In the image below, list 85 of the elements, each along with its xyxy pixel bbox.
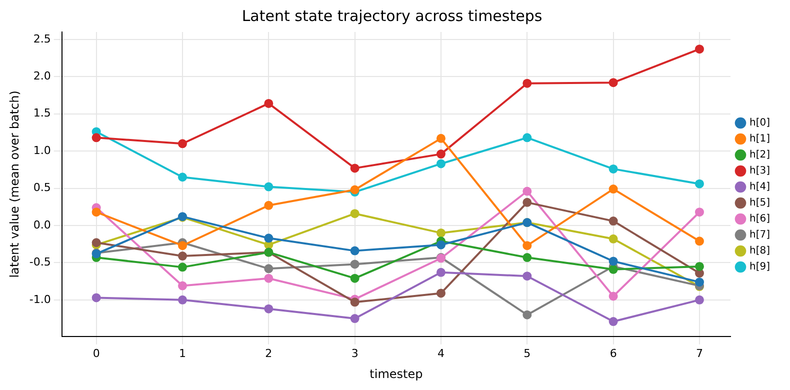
y-tick-label: 1.0 xyxy=(33,144,51,157)
x-tick-label: 5 xyxy=(524,346,531,360)
point xyxy=(178,252,187,261)
point xyxy=(694,236,704,246)
point xyxy=(178,281,187,290)
point xyxy=(350,260,360,269)
y-tick-label: 0.5 xyxy=(33,181,51,194)
point xyxy=(608,184,618,194)
point xyxy=(350,164,360,173)
y-tick-label: 2.5 xyxy=(33,32,51,46)
point xyxy=(264,274,274,283)
y-tick-label: 0.0 xyxy=(33,218,51,232)
point xyxy=(522,241,532,250)
point xyxy=(350,298,360,307)
point xyxy=(522,310,532,320)
point xyxy=(350,209,360,218)
legend-label: h[3] xyxy=(749,166,770,177)
point xyxy=(522,198,532,207)
x-tick-label: 1 xyxy=(178,346,186,360)
point xyxy=(608,317,618,326)
x-tick-label: 3 xyxy=(351,346,358,360)
point xyxy=(436,288,446,298)
legend-label: h[4] xyxy=(749,182,770,193)
point xyxy=(178,295,187,304)
point xyxy=(522,272,532,281)
point xyxy=(92,133,101,142)
point xyxy=(608,78,618,88)
point xyxy=(436,150,446,159)
y-tick-label: -1.0 xyxy=(29,292,51,306)
point xyxy=(264,98,274,108)
point xyxy=(350,185,360,194)
y-tick-label: -0.5 xyxy=(29,256,51,269)
legend-label: h[6] xyxy=(749,214,770,225)
point xyxy=(694,262,704,271)
point xyxy=(694,295,704,304)
point xyxy=(178,172,187,182)
point xyxy=(694,278,704,287)
legend-label: h[0] xyxy=(749,118,770,129)
point xyxy=(264,200,274,210)
point xyxy=(350,274,360,283)
point xyxy=(608,256,618,266)
point xyxy=(522,133,532,142)
legend-label: h[1] xyxy=(749,134,770,145)
x-tick-label: 0 xyxy=(92,346,100,360)
point xyxy=(608,216,618,226)
point xyxy=(436,228,446,238)
point xyxy=(436,159,446,168)
point xyxy=(436,240,446,250)
point xyxy=(178,139,187,148)
y-tick-label: 2.0 xyxy=(33,70,51,83)
point xyxy=(350,246,360,256)
x-tick-label: 7 xyxy=(696,346,703,360)
legend-label: h[8] xyxy=(749,246,770,257)
point xyxy=(608,264,618,274)
legend-label: h[7] xyxy=(749,230,770,241)
chart-title: Latent state trajectory across timesteps xyxy=(242,6,542,25)
point xyxy=(608,164,618,174)
legend-label: h[5] xyxy=(749,198,770,209)
point xyxy=(694,179,704,188)
legend-label: h[2] xyxy=(749,150,770,161)
point xyxy=(264,304,274,314)
point xyxy=(608,234,618,244)
point xyxy=(522,186,532,196)
x-tick-label: 4 xyxy=(437,346,444,360)
point xyxy=(264,234,274,243)
point xyxy=(694,208,704,217)
legend-label: h[9] xyxy=(749,262,770,273)
point xyxy=(694,44,704,54)
point xyxy=(92,208,101,217)
point xyxy=(436,268,446,277)
x-tick-label: 2 xyxy=(265,346,272,360)
y-tick-label: 1.5 xyxy=(33,106,51,120)
point xyxy=(522,78,532,88)
x-axis-title: timestep xyxy=(370,366,423,381)
point xyxy=(178,241,187,250)
point xyxy=(178,262,187,272)
y-axis-title: latent value (mean over batch) xyxy=(7,90,22,278)
point xyxy=(436,134,446,143)
point xyxy=(350,314,360,324)
point xyxy=(92,293,101,302)
x-tick-label: 6 xyxy=(610,346,617,360)
point xyxy=(522,253,532,262)
point xyxy=(264,264,274,274)
point xyxy=(264,182,274,192)
point xyxy=(608,292,618,301)
